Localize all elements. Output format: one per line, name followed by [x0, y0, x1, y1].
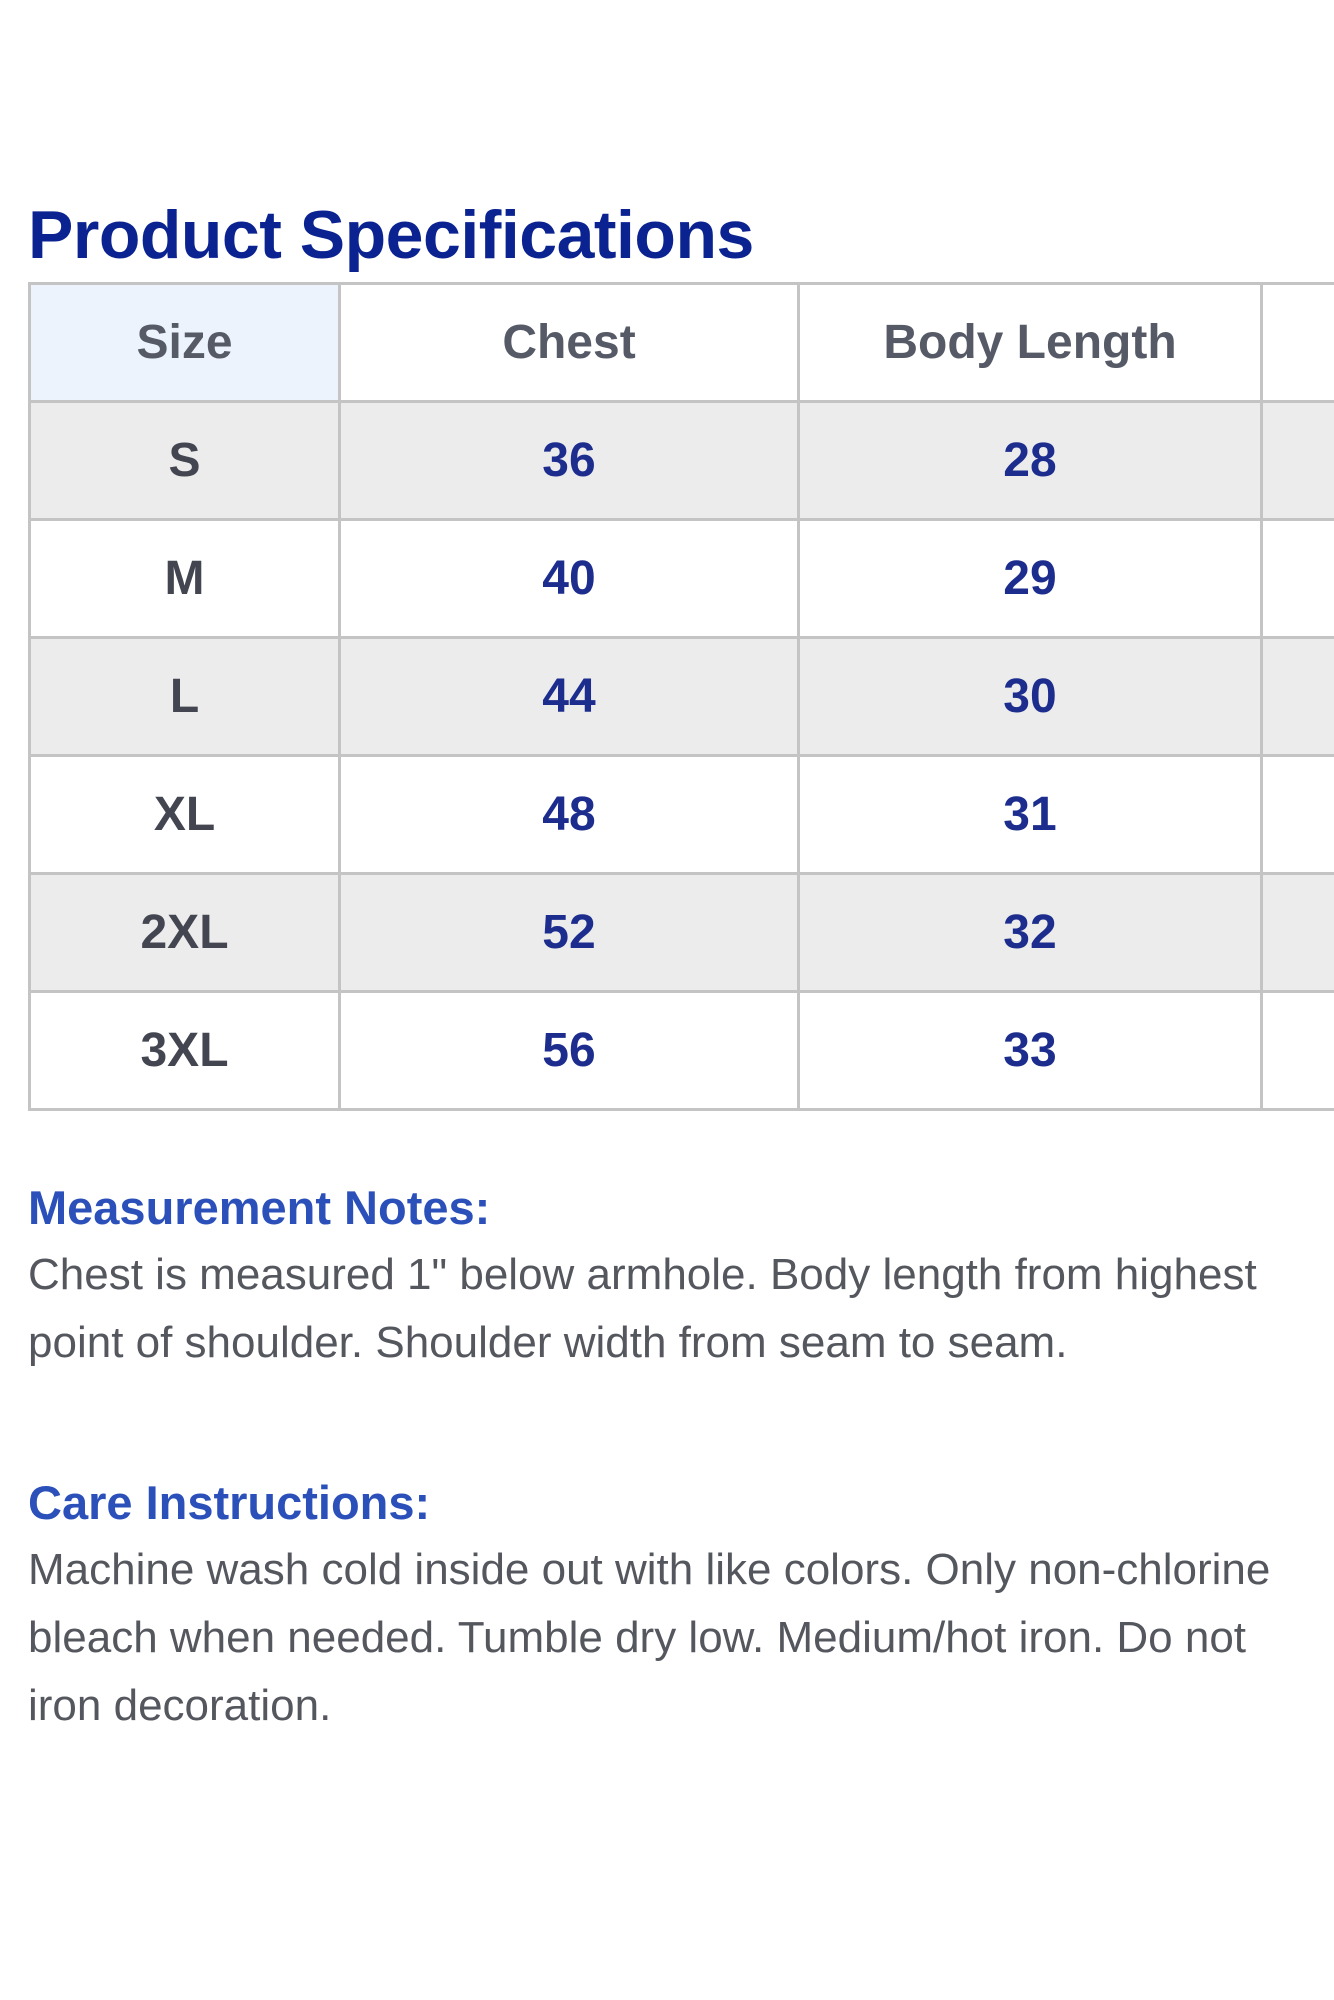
cell-body-length: 32 — [797, 872, 1263, 993]
cell-body-length: 29 — [797, 518, 1263, 639]
table-row: M 40 29 — [28, 518, 1334, 639]
size-spec-table: Size Chest Body Length S 36 28 M 40 29 L 44 30 XL… — [28, 282, 1334, 1111]
table-header-row: Size Chest Body Length — [28, 282, 1334, 403]
cell-chest: 56 — [338, 990, 800, 1111]
measurement-notes-heading: Measurement Notes: — [28, 1181, 491, 1234]
header-size: Size — [28, 282, 341, 403]
cell-size: S — [28, 400, 341, 521]
cell-size: 3XL — [28, 990, 341, 1111]
table-row: 3XL 56 33 — [28, 990, 1334, 1111]
cell-extra — [1260, 636, 1334, 757]
cell-chest: 36 — [338, 400, 800, 521]
cell-extra — [1260, 518, 1334, 639]
header-extra — [1260, 282, 1334, 403]
cell-extra — [1260, 872, 1334, 993]
table-row: S 36 28 — [28, 400, 1334, 521]
cell-size: L — [28, 636, 341, 757]
cell-size: M — [28, 518, 341, 639]
cell-size: XL — [28, 754, 341, 875]
header-body-length: Body Length — [797, 282, 1263, 403]
cell-chest: 48 — [338, 754, 800, 875]
cell-chest: 52 — [338, 872, 800, 993]
table-row: L 44 30 — [28, 636, 1334, 757]
care-instructions-heading: Care Instructions: — [28, 1476, 431, 1529]
measurement-notes-text: Chest is measured 1" below armhole. Body… — [28, 1250, 1257, 1367]
page-title: Product Specifications — [28, 197, 754, 273]
care-instructions-text: Machine wash cold inside out with like c… — [28, 1545, 1271, 1730]
cell-body-length: 33 — [797, 990, 1263, 1111]
cell-chest: 40 — [338, 518, 800, 639]
cell-body-length: 31 — [797, 754, 1263, 875]
cell-extra — [1260, 400, 1334, 521]
header-chest: Chest — [338, 282, 800, 403]
table-row: 2XL 52 32 — [28, 872, 1334, 993]
cell-size: 2XL — [28, 872, 341, 993]
cell-extra — [1260, 754, 1334, 875]
cell-extra — [1260, 990, 1334, 1111]
table-row: XL 48 31 — [28, 754, 1334, 875]
cell-body-length: 28 — [797, 400, 1263, 521]
cell-body-length: 30 — [797, 636, 1263, 757]
cell-chest: 44 — [338, 636, 800, 757]
